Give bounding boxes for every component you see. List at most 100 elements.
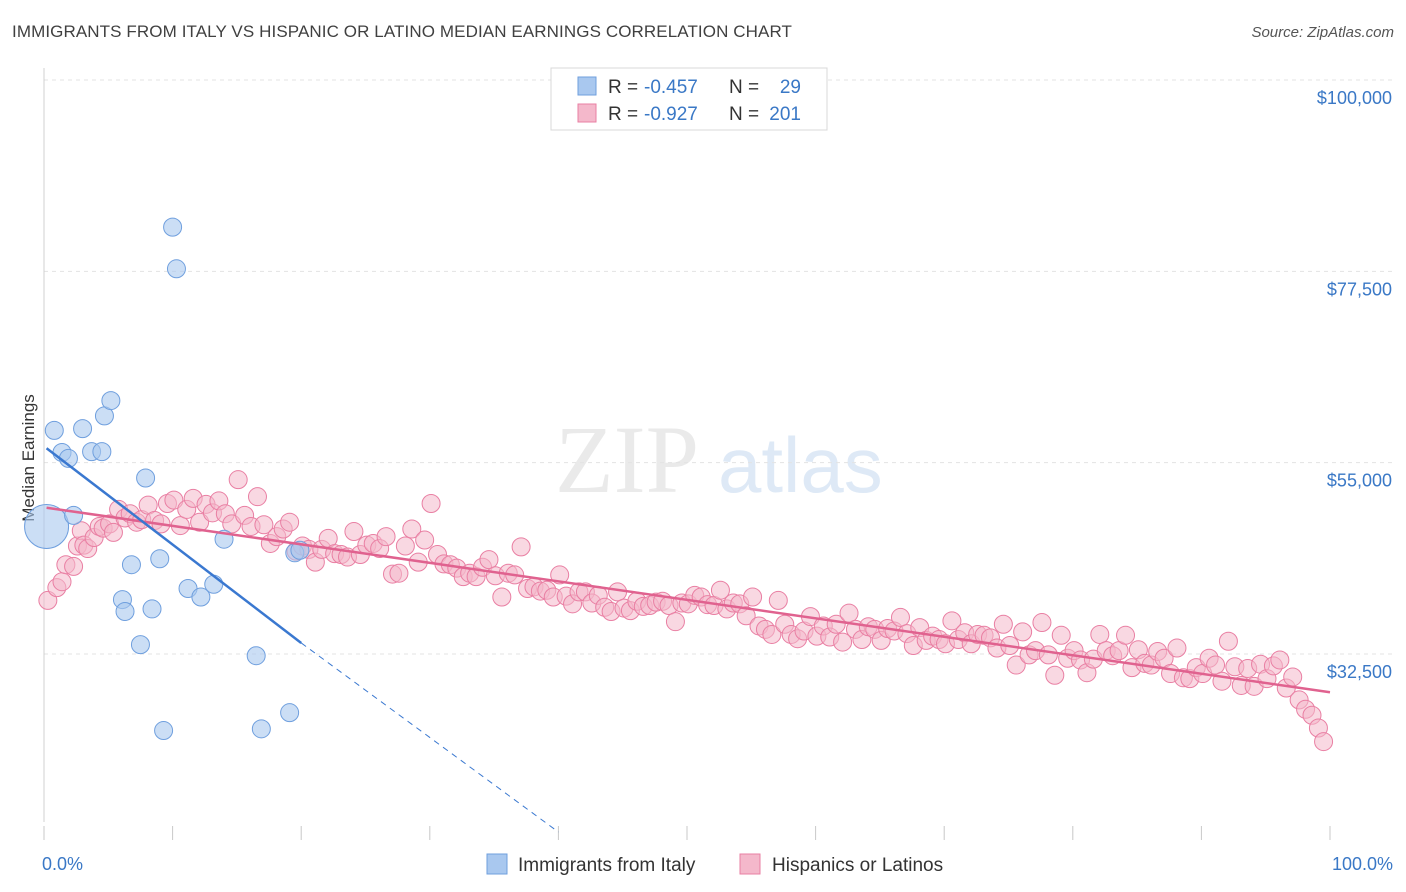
x-tick-label-end: 100.0%: [1332, 854, 1393, 874]
legend-r-value-1: -0.457: [644, 77, 698, 98]
hispanics-point: [1218, 631, 1238, 651]
hispanics-point: [376, 527, 396, 547]
hispanics-point: [762, 624, 782, 644]
bottom-legend-label-2: Hispanics or Latinos: [772, 855, 943, 876]
hispanics-point: [344, 522, 364, 542]
hispanics-point: [1206, 655, 1226, 675]
watermark-zip: ZIP: [555, 406, 699, 513]
hispanics-point: [103, 522, 123, 542]
hispanics-point: [64, 556, 84, 576]
gridlines: [44, 79, 1392, 655]
italy-point: [121, 555, 141, 575]
italy-trend-line: [45, 447, 302, 644]
hispanics-point: [993, 614, 1013, 634]
hispanics-point: [550, 565, 570, 585]
y-tick-label: $55,000: [1327, 471, 1392, 491]
y-axis-label: Median Earnings: [19, 394, 38, 522]
italy-point: [73, 419, 93, 439]
hispanics-point: [1116, 625, 1136, 645]
hispanics-point: [1314, 732, 1334, 752]
italy-point: [150, 549, 170, 569]
hispanics-point: [479, 550, 499, 570]
bottom-legend-label-1: Immigrants from Italy: [518, 855, 696, 876]
legend-n-value-1: 29: [780, 77, 801, 98]
chart-title: IMMIGRANTS FROM ITALY VS HISPANIC OR LAT…: [12, 22, 793, 41]
x-tick-label-start: 0.0%: [42, 854, 83, 874]
hispanics-point: [164, 490, 184, 510]
hispanics-point: [492, 587, 512, 607]
y-tick-labels: $32,500 $55,000 $77,500 $100,000: [1317, 88, 1392, 682]
italy-point: [163, 217, 183, 237]
hispanics-point: [511, 537, 531, 557]
y-tick-label: $32,500: [1327, 662, 1392, 682]
italy-point: [166, 259, 186, 279]
hispanics-point: [1032, 613, 1052, 633]
hispanics-point: [1045, 665, 1065, 685]
hispanics-point: [395, 536, 415, 556]
hispanics-point: [890, 607, 910, 627]
y-tick-label: $77,500: [1327, 279, 1392, 299]
italy-point: [142, 599, 162, 619]
hispanics-trend-line: [46, 506, 1331, 694]
y-tick-label: $100,000: [1317, 88, 1392, 108]
hispanics-point: [247, 487, 267, 507]
correlation-legend: R = -0.457 N = 29 R = -0.927 N = 201: [550, 67, 828, 131]
hispanics-point: [743, 587, 763, 607]
italy-point: [154, 721, 174, 741]
hispanics-point: [710, 580, 730, 600]
legend-n-label-1: N =: [729, 77, 759, 98]
watermark-atlas: atlas: [718, 421, 883, 509]
legend-r-value-2: -0.927: [644, 104, 698, 125]
hispanics-point: [415, 530, 435, 550]
italy-point: [280, 703, 300, 723]
hispanics-point: [280, 512, 300, 532]
x-tick-labels: 0.0% 100.0%: [42, 854, 1393, 874]
hispanics-point: [1090, 624, 1110, 644]
italy-point: [44, 420, 64, 440]
legend-swatch-pink: [577, 103, 597, 123]
italy-point: [246, 646, 266, 666]
hispanics-point: [1270, 650, 1290, 670]
chart-source: Source: ZipAtlas.com: [1251, 24, 1394, 41]
hispanics-point: [665, 612, 685, 632]
italy-point: [191, 587, 211, 607]
italy-point: [251, 719, 271, 739]
legend-n-label-2: N =: [729, 104, 759, 125]
italy-point: [204, 574, 224, 594]
italy-point: [115, 601, 135, 621]
hispanics-point: [1006, 655, 1026, 675]
legend-r-label-2: R =: [608, 104, 638, 125]
legend-r-label-1: R =: [608, 77, 638, 98]
italy-point: [64, 505, 84, 525]
italy-point: [101, 391, 121, 411]
trend-lines: [45, 447, 1331, 833]
series-italy-points: [24, 217, 310, 741]
hispanics-point: [228, 470, 248, 490]
italy-point: [24, 503, 70, 549]
hispanics-point: [52, 572, 72, 592]
italy-point: [92, 442, 112, 462]
axes: [43, 68, 1331, 840]
bottom-legend-swatch-pink: [739, 853, 761, 875]
italy-trend-extension: [300, 642, 559, 833]
hispanics-point: [736, 606, 756, 626]
hispanics-point: [1038, 645, 1058, 665]
legend-swatch-blue: [577, 76, 597, 96]
hispanics-point: [1013, 622, 1033, 642]
hispanics-point: [254, 515, 274, 535]
hispanics-point: [1167, 638, 1187, 658]
series-legend: Immigrants from Italy Hispanics or Latin…: [486, 853, 943, 876]
bottom-legend-swatch-blue: [486, 853, 508, 875]
hispanics-point: [942, 611, 962, 631]
watermark: ZIP atlas: [555, 406, 883, 513]
legend-n-value-2: 201: [769, 104, 801, 125]
hispanics-point: [768, 590, 788, 610]
hispanics-point: [402, 519, 422, 539]
hispanics-point: [839, 603, 859, 623]
hispanics-point: [833, 632, 853, 652]
hispanics-point: [1051, 625, 1071, 645]
hispanics-point: [190, 512, 210, 532]
hispanics-point: [421, 493, 441, 513]
hispanics-point: [389, 563, 409, 583]
